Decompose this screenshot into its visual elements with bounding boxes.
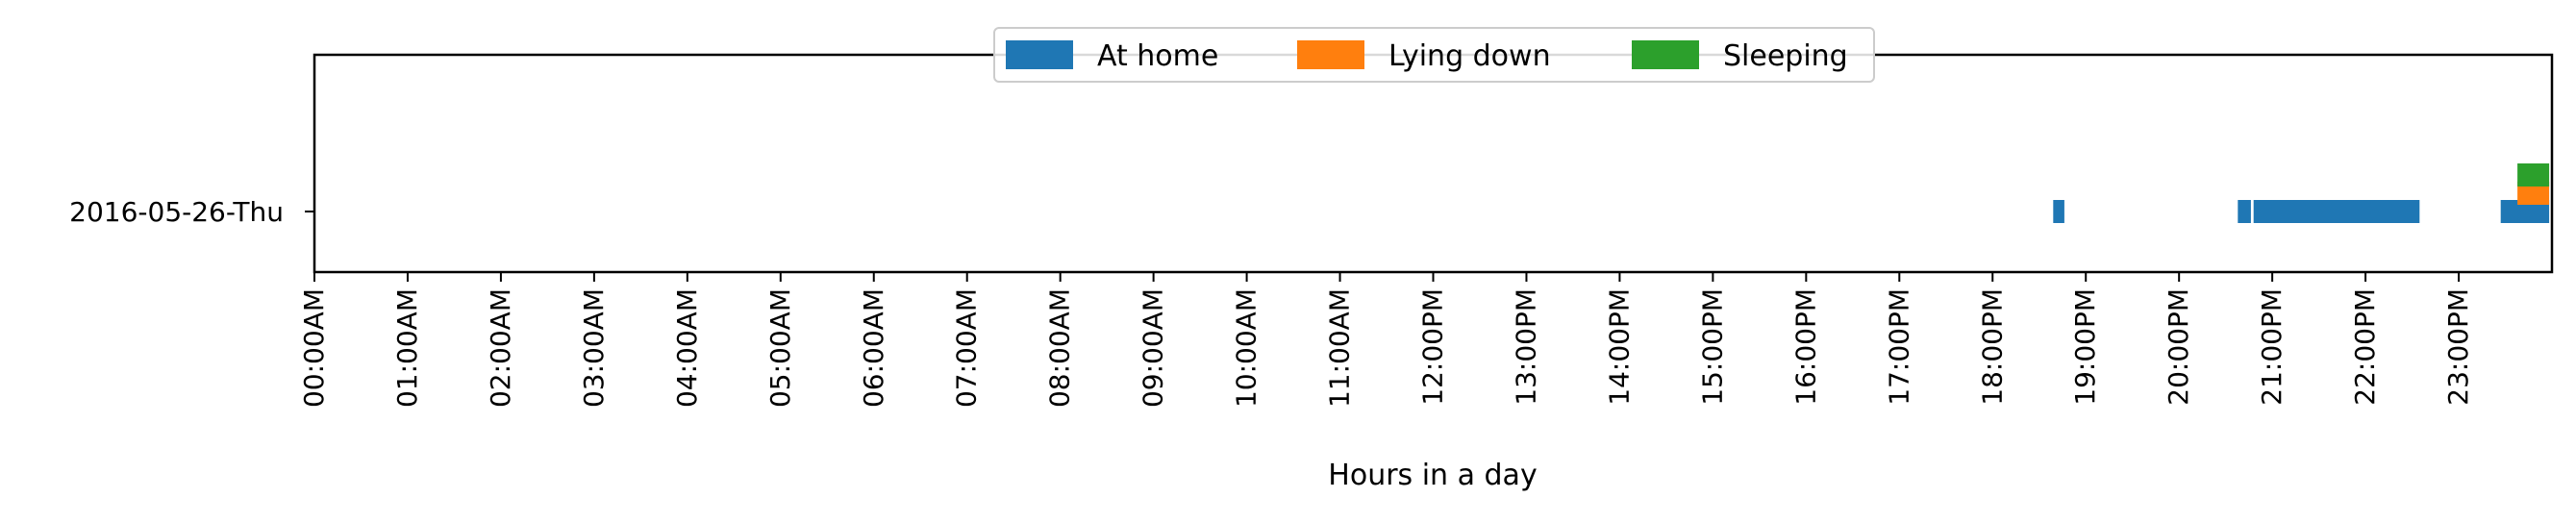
x-tick-label: 13:00PM — [1510, 288, 1541, 406]
x-tick-label: 12:00PM — [1417, 288, 1449, 406]
bar-at-home-2 — [2253, 200, 2420, 223]
x-tick-label: 18:00PM — [1976, 288, 2008, 406]
x-tick-label: 15:00PM — [1696, 288, 1728, 406]
x-tick-label: 10:00AM — [1231, 288, 1263, 408]
x-tick-label: 02:00AM — [485, 288, 516, 408]
bar-at-home-0 — [2053, 200, 2064, 223]
x-tick-label: 22:00PM — [2349, 288, 2381, 406]
y-axis: 2016-05-26-Thu — [69, 196, 314, 228]
plot-frame — [313, 53, 2554, 274]
bars-layer — [2053, 163, 2550, 223]
legend-swatch-sleeping — [1632, 40, 1699, 69]
legend-label-lying-down: Lying down — [1388, 39, 1551, 73]
x-tick-label: 09:00AM — [1138, 288, 1169, 408]
bar-at-home-1 — [2238, 200, 2251, 223]
x-tick-label: 16:00PM — [1789, 288, 1821, 406]
x-tick-label: 14:00PM — [1603, 288, 1635, 406]
x-tick-label: 21:00PM — [2256, 288, 2288, 406]
bar-sleeping-0 — [2517, 163, 2550, 187]
legend-label-at-home: At home — [1097, 39, 1218, 73]
x-tick-label: 20:00PM — [2163, 288, 2194, 406]
x-tick-label: 17:00PM — [1883, 288, 1914, 406]
x-tick-label: 08:00AM — [1044, 288, 1076, 408]
x-tick-label: 04:00AM — [671, 288, 703, 408]
x-tick-label: 19:00PM — [2069, 288, 2101, 406]
x-tick-label: 07:00AM — [951, 288, 983, 408]
x-tick-label: 01:00AM — [391, 288, 423, 408]
legend-label-sleeping: Sleeping — [1723, 39, 1848, 73]
legend-swatch-lying-down — [1297, 40, 1364, 69]
x-tick-label: 11:00AM — [1324, 288, 1356, 408]
x-tick-label: 00:00AM — [298, 288, 330, 408]
x-tick-label: 06:00AM — [858, 288, 889, 408]
x-tick-label: 23:00PM — [2442, 288, 2474, 406]
x-axis-label: Hours in a day — [1328, 459, 1537, 492]
x-tick-label: 05:00AM — [764, 288, 796, 408]
x-tick-label: 03:00AM — [578, 288, 610, 408]
legend: At home Lying down Sleeping — [993, 27, 1875, 83]
x-axis: 00:00AM 01:00AM 02:00AM 03:00AM 04:00AM 05:00… — [298, 272, 2474, 408]
legend-swatch-at-home — [1006, 40, 1073, 69]
y-tick-label: 2016-05-26-Thu — [69, 196, 284, 228]
